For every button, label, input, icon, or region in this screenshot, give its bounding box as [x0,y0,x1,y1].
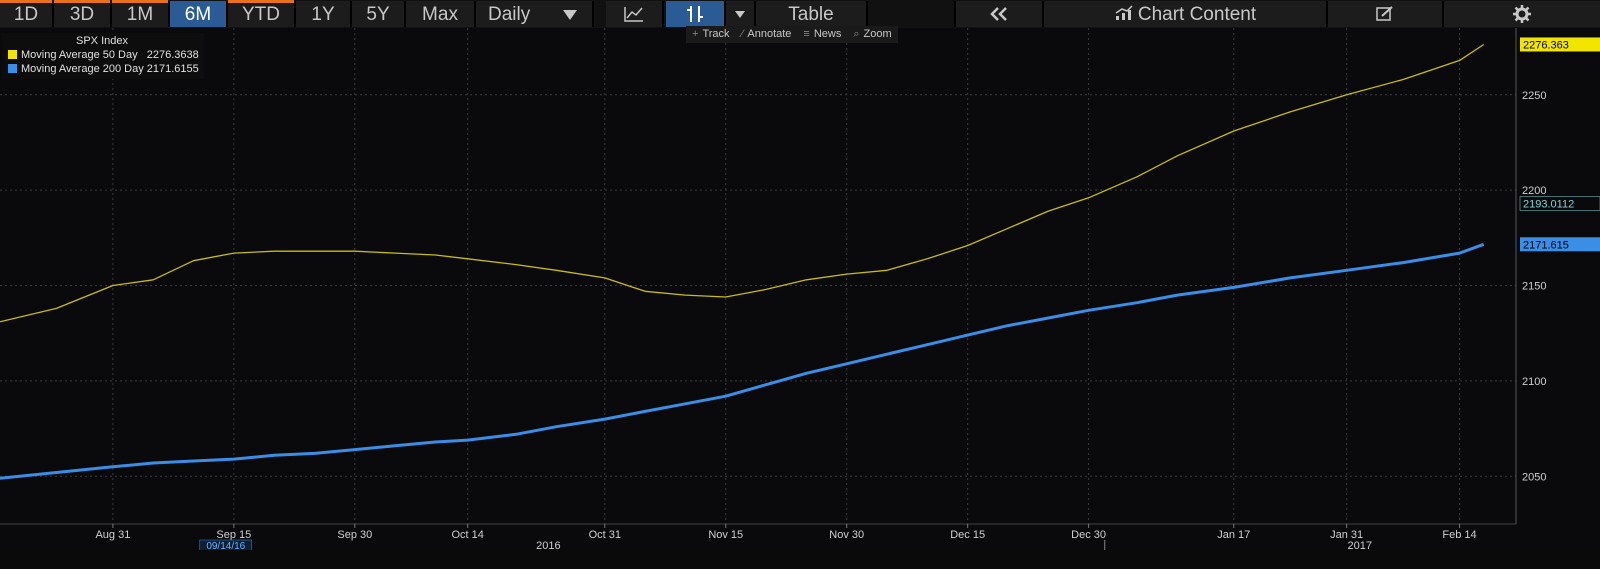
legend-value: 2171.6155 [146,63,199,75]
year-label: 2016 [536,540,560,552]
last-value-tag-label: 2171.615 [1523,239,1569,251]
bottom-strip [0,550,1600,569]
chart-content-icon [1115,5,1133,20]
news-icon: ≡ [803,28,810,40]
x-tick-label: Sep 30 [337,529,372,541]
x-tick-label: Jan 17 [1217,529,1250,541]
x-tick-label: Oct 14 [451,529,483,541]
chart-background [0,28,1600,569]
period-6m-button[interactable]: 6M [170,1,228,27]
y-tick-label: 2050 [1522,471,1546,483]
last-value-tags: 2276.363 2193.0112 2171.615 [1519,37,1600,252]
chevron-down-icon [563,10,577,20]
pencil-icon: ⁄ [741,28,744,40]
y-tick-label: 2200 [1522,185,1546,197]
period-1m-button[interactable]: 1M [112,0,170,27]
y-tick-label: 2100 [1522,376,1546,388]
legend-entry-ma200[interactable]: Moving Average 200 Day 2171.6155 [8,63,199,75]
toolbar-gap [594,1,600,27]
frequency-dropdown[interactable]: Daily [476,1,594,27]
edit-button[interactable] [1328,1,1444,27]
period-1d-button[interactable]: 1D [0,0,54,27]
ma200-swatch [8,64,17,73]
collapse-button[interactable] [956,1,1044,27]
ma50-swatch [8,50,17,59]
last-value-tag-label: 2193.0112 [1523,198,1574,210]
x-tick-label: Dec 15 [950,529,985,541]
settings-button[interactable] [1444,1,1600,27]
legend-value: 2276.3638 [146,49,199,61]
legend-entry-ma50[interactable]: Moving Average 50 Day 2276.3638 [8,49,199,61]
x-tick-label: Oct 31 [589,529,621,541]
x-tick-label: Aug 31 [95,529,130,541]
x-tick-label: Nov 15 [708,529,743,541]
period-max-button[interactable]: Max [406,1,476,27]
dropdown-arrow-icon [735,11,745,18]
chart-style-dropdown[interactable] [726,1,756,27]
x-axis: Aug 31 Sep 15 Sep 30 Oct 14 Oct 31 Nov 15 Nov … [0,523,1516,552]
bar-style-button[interactable] [666,1,726,27]
collapse-icon [990,7,1007,21]
y-tick-label: 2150 [1522,281,1546,293]
last-value-tag-box [1519,196,1600,211]
annotate-button[interactable]: ⁄ Annotate [741,28,792,40]
line-chart-icon [624,7,643,22]
legend-label: Moving Average 50 Day [21,49,138,61]
track-button[interactable]: + Track [692,28,730,40]
ma50-line [0,43,1485,323]
x-tick-label: Nov 30 [829,529,864,541]
zoom-button[interactable]: ⌕ Zoom [853,28,892,40]
bar-style-icon [687,6,703,22]
edit-icon [1376,6,1393,21]
chart-subtoolbar: + Track ⁄ Annotate ≡ News ⌕ Zoom [686,26,898,43]
toolbar-spacer [868,1,956,27]
period-3d-button[interactable]: 3D [54,0,112,27]
news-button[interactable]: ≡ News [803,28,842,40]
x-tick-label: Feb 14 [1442,529,1476,541]
year-label: 2017 [1348,540,1372,552]
date-marker-label: 09/14/16 [206,541,245,552]
last-value-tag-label: 2276.363 [1523,39,1569,51]
ma200-line [0,242,1485,480]
gear-icon [1513,5,1531,23]
y-tick-label: 2250 [1522,90,1546,102]
chart-toolbar: 1D 3D 1M 6M YTD 1Y 5Y Max Daily Table Ch… [0,0,1600,28]
chart-legend[interactable]: SPX Index Moving Average 50 Day 2276.363… [2,33,204,79]
legend-title: SPX Index [76,35,128,47]
x-tick-label: Dec 30 [1071,529,1106,541]
x-tick-label: Jan 31 [1330,529,1363,541]
y-axis: 2050 2100 2150 2200 2250 [1515,28,1546,524]
last-value-tag-box [1520,37,1600,52]
last-value-tag-box [1520,237,1600,252]
table-button[interactable]: Table [756,1,868,27]
period-5y-button[interactable]: 5Y [352,1,406,27]
series-lines [0,43,1485,480]
chart-content-button[interactable]: Chart Content [1044,1,1328,27]
legend-label: Moving Average 200 Day [21,63,144,75]
period-1y-button[interactable]: 1Y [296,1,352,27]
x-tick-label: Sep 15 [216,529,251,541]
line-chart-button[interactable] [606,1,664,27]
period-ytd-button[interactable]: YTD [228,0,296,27]
crosshair-icon: + [692,28,699,40]
magnifier-icon: ⌕ [853,28,860,40]
price-chart[interactable]: 2050 2100 2150 2200 2250 Aug 31 Sep 15 Sep 30 O… [0,28,1600,569]
